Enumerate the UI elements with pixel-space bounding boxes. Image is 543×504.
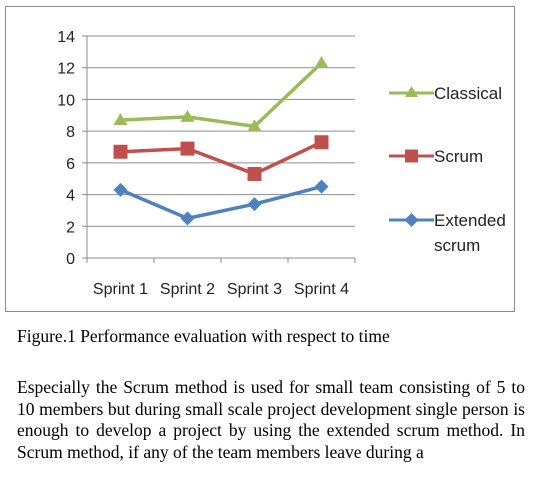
series-scrum: [113, 135, 329, 181]
x-tick-label: Sprint 2: [160, 281, 215, 298]
body-paragraph: Especially the Scrum method is used for …: [17, 377, 525, 462]
y-tick-label: 8: [66, 124, 75, 141]
data-point: [314, 135, 329, 150]
series-classical: [113, 55, 329, 132]
data-point: [314, 55, 329, 68]
y-tick-label: 2: [66, 219, 75, 236]
y-tick-labels: 0 2 4 6 8 10 12 14: [57, 29, 75, 268]
gridlines: [87, 35, 355, 227]
square-marker-icon: [405, 149, 418, 163]
data-point: [314, 179, 329, 194]
series-lines: [113, 55, 329, 226]
data-point: [113, 144, 128, 159]
data-point: [113, 182, 128, 197]
legend-item-classical: Classical: [389, 84, 502, 103]
data-point: [180, 211, 195, 226]
diamond-marker-icon: [404, 213, 419, 227]
x-tick-label: Sprint 3: [227, 281, 282, 298]
legend-item-extended-scrum: Extended scrum: [389, 211, 506, 255]
triangle-marker-icon: [405, 86, 418, 97]
legend-label-extended: Extended: [434, 211, 506, 230]
x-tick-label: Sprint 4: [294, 281, 349, 298]
x-tick-labels: Sprint 1 Sprint 2 Sprint 3 Sprint 4: [93, 281, 349, 298]
y-tick-label: 4: [66, 188, 75, 205]
legend-label-classical: Classical: [434, 84, 502, 103]
y-tick-label: 10: [57, 92, 75, 109]
y-tick-label: 12: [57, 61, 75, 78]
data-point: [180, 141, 195, 156]
series-line: [120, 61, 323, 129]
data-point: [247, 119, 262, 132]
y-tick-label: 0: [66, 251, 75, 268]
chart-figure: 0 2 4 6 8 10 12 14 Sprint 1 Sprint 2 Sprint 3 Spri…: [5, 6, 515, 312]
legend: Classical Scrum Extended scrum: [389, 84, 506, 255]
y-tick-label: 14: [57, 29, 75, 46]
data-point: [180, 109, 195, 122]
series-line: [119, 184, 322, 221]
axes: [82, 35, 356, 263]
legend-label-scrum: Scrum: [434, 147, 483, 166]
data-point: [247, 166, 262, 181]
figure-caption: Figure.1 Performance evaluation with res…: [17, 326, 390, 346]
legend-label-extended-scrum: scrum: [434, 236, 480, 255]
series-line: [120, 140, 323, 176]
legend-item-scrum: Scrum: [389, 147, 483, 166]
data-point: [113, 113, 128, 126]
data-point: [247, 197, 262, 212]
y-tick-label: 6: [66, 156, 75, 173]
x-tick-label: Sprint 1: [93, 281, 148, 298]
series-extended-scrum: [113, 179, 329, 226]
